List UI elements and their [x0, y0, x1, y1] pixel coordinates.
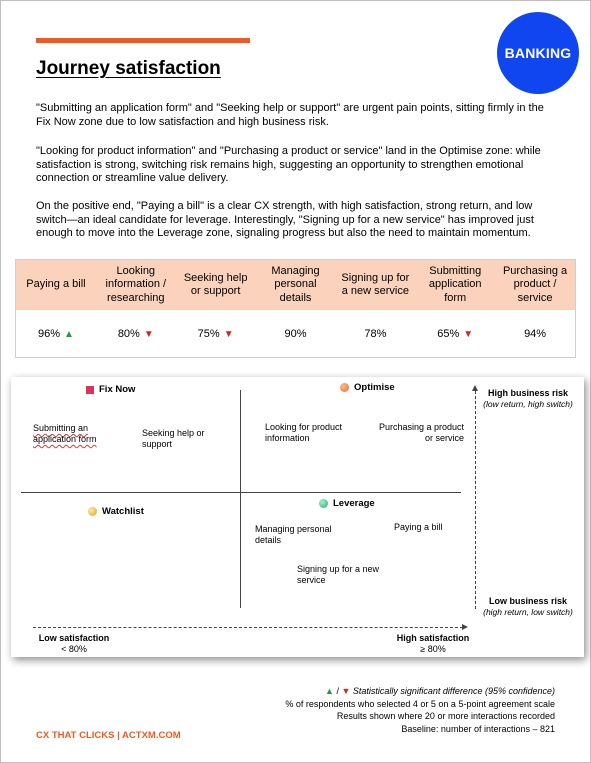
zone-label-text: Leverage — [333, 498, 375, 509]
paragraph-pain-points: "Submitting an application form" and "Se… — [36, 102, 544, 128]
zone-leverage: Leverage — [319, 498, 375, 509]
matrix-item-seeking: Seeking help or support — [142, 428, 205, 449]
footnote-baseline: Baseline: number of interactions – 821 — [401, 723, 555, 734]
kpi-value: 78% — [364, 327, 387, 340]
legend-slash: / — [333, 686, 342, 696]
high-risk-label: High business risk (low return, high swi… — [476, 388, 580, 410]
trend-down-icon: ▼ — [143, 328, 154, 340]
kpi-table: Paying a bill Looking information / rese… — [15, 259, 576, 358]
paragraph-leverage: On the positive end, "Paying a bill" is … — [36, 200, 534, 239]
matrix-item-submitting: Submitting an application form — [33, 423, 97, 444]
kpi-header-cell: Purchasing a product / service — [502, 264, 568, 304]
kpi-header-cell: Seeking help or support — [183, 271, 248, 298]
kpi-value-cell: 96% ▲ — [16, 310, 96, 357]
leverage-dot-icon — [319, 499, 328, 508]
kpi-value-row: 96% ▲ 80% ▼ 75% ▼ 90% 78% 65% ▼ 94% — [16, 310, 575, 357]
zone-optimise: Optimise — [340, 382, 395, 393]
kpi-value-cell: 94% — [495, 310, 575, 357]
kpi-header-cell: Looking information / researching — [105, 264, 167, 304]
paragraph-optimise: "Looking for product information" and "P… — [36, 145, 541, 184]
matrix-horizontal-divider — [21, 492, 461, 493]
page-title: Journey satisfaction — [36, 58, 221, 79]
matrix-item-paying: Paying a bill — [394, 522, 443, 532]
zone-label-text: Watchlist — [102, 506, 144, 517]
accent-bar — [36, 38, 250, 43]
kpi-header-cell: Submitting application form — [428, 264, 482, 304]
zone-watchlist: Watchlist — [88, 506, 144, 517]
watchlist-dot-icon — [88, 507, 97, 516]
kpi-value: 65% — [437, 327, 460, 340]
fix-now-square-icon — [86, 385, 94, 394]
kpi-value-cell: 90% — [256, 310, 336, 357]
matrix-item-signing: Signing up for a new service — [297, 564, 380, 585]
high-risk-title: High business risk — [487, 388, 569, 398]
low-sat-subtitle: < 80% — [61, 644, 87, 654]
kpi-header-cell: Signing up for a new service — [341, 271, 410, 298]
kpi-value: 96% — [37, 327, 60, 340]
significance-text: Statistically significant difference (95… — [352, 686, 555, 696]
low-satisfaction-label: Low satisfaction < 80% — [36, 633, 112, 655]
brand-footer: CX THAT CLICKS | ACTXM.COM — [36, 730, 181, 741]
kpi-header-row: Paying a bill Looking information / rese… — [16, 260, 575, 310]
kpi-value-cell: 65% ▼ — [415, 310, 495, 357]
high-risk-subtitle: (low return, high switch) — [483, 399, 573, 409]
kpi-header-cell: Paying a bill — [26, 278, 86, 291]
risk-axis-arrow-icon — [472, 385, 478, 391]
legend-down-icon: ▼ — [341, 686, 351, 696]
kpi-value: 80% — [117, 327, 140, 340]
footnote-significance: ▲ / ▼ Statistically significant differen… — [285, 685, 555, 698]
trend-down-icon: ▼ — [223, 328, 234, 340]
matrix-vertical-divider — [240, 390, 241, 608]
kpi-value: 90% — [284, 327, 307, 340]
zone-fix-now: Fix Now — [86, 384, 135, 395]
high-sat-title: High satisfaction — [396, 633, 470, 643]
footnote-scale: % of respondents who selected 4 or 5 on … — [285, 698, 555, 709]
legend-up-icon: ▲ — [325, 686, 334, 696]
kpi-header-cell: Managing personal details — [271, 264, 320, 304]
footnote-threshold: Results shown where 20 or more interacti… — [336, 711, 555, 721]
matrix-item-looking: Looking for product information — [265, 422, 343, 443]
kpi-value: 94% — [524, 327, 547, 340]
satisfaction-risk-matrix: Fix Now Optimise Watchlist Leverage Subm… — [11, 377, 584, 657]
low-risk-title: Low business risk — [488, 596, 568, 606]
matrix-item-purchasing: Purchasing a product or service — [378, 422, 464, 443]
risk-axis — [475, 391, 476, 609]
footnotes: ▲ / ▼ Statistically significant differen… — [285, 685, 555, 735]
zone-label-text: Fix Now — [99, 384, 136, 395]
kpi-value-cell: 80% ▼ — [96, 310, 176, 357]
low-sat-title: Low satisfaction — [38, 633, 110, 643]
banking-badge: BANKING — [497, 12, 579, 94]
kpi-value-cell: 75% ▼ — [176, 310, 256, 357]
low-risk-label: Low business risk (high return, low swit… — [476, 596, 580, 618]
optimise-dot-icon — [340, 383, 349, 392]
satisfaction-axis-arrow-icon — [462, 624, 468, 630]
high-satisfaction-label: High satisfaction ≥ 80% — [393, 633, 473, 655]
kpi-value: 75% — [197, 327, 220, 340]
matrix-item-managing: Managing personal details — [255, 524, 332, 545]
high-sat-subtitle: ≥ 80% — [420, 644, 446, 654]
low-risk-subtitle: (high return, low switch) — [483, 607, 573, 617]
trend-down-icon: ▼ — [463, 328, 474, 340]
satisfaction-axis — [33, 627, 463, 628]
trend-up-icon: ▲ — [63, 328, 74, 340]
zone-label-text: Optimise — [354, 382, 395, 393]
kpi-value-cell: 78% — [335, 310, 415, 357]
